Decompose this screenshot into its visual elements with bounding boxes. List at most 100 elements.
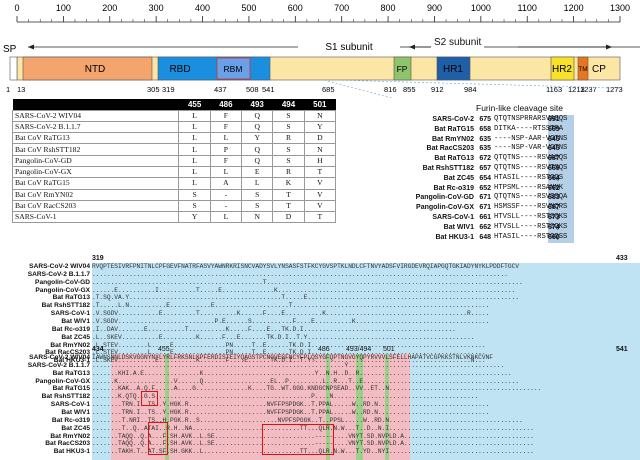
aln-sequence: IAWNSNNLDSKVGGNYNYLYRLFRKSNLKPFERDISTEIY… bbox=[92, 354, 494, 361]
hr2-domain bbox=[550, 56, 575, 81]
s1-arrowhead-left bbox=[28, 44, 34, 50]
alignment-top-bg bbox=[92, 263, 640, 363]
strain-name: SARS-CoV-1 bbox=[11, 211, 180, 224]
table-row: Bat CoV RshSTT182 L P Q S N bbox=[11, 143, 337, 156]
furin-start: 661 bbox=[479, 214, 491, 221]
residue-cell: - bbox=[209, 199, 243, 213]
furin-zoom-left bbox=[323, 79, 393, 98]
furin-seq: QTQTNS----RSVASQS bbox=[494, 154, 568, 163]
furin-end: 645 bbox=[548, 145, 560, 153]
scale-tick-label: 1100 bbox=[518, 3, 537, 13]
residue-cell: F bbox=[209, 109, 243, 122]
rbm-label: RBM bbox=[224, 64, 243, 74]
aln-sequence: .......KHI.A.E...............K..........… bbox=[92, 369, 512, 377]
residue-cell: S bbox=[272, 154, 305, 167]
hr1-domain bbox=[436, 56, 471, 81]
aln-sequence: .......TAQQ..Q.A...F.SH.AVK..L.SE.......… bbox=[92, 440, 534, 448]
residue-cell: Q bbox=[241, 154, 274, 167]
furin-strain: Bat RmYN02 bbox=[431, 135, 474, 143]
mark-486: 486 bbox=[318, 346, 330, 353]
residue-cell: T bbox=[272, 188, 305, 201]
furin-end: 645 bbox=[548, 135, 560, 143]
aln-strain-name: SARS-CoV-2 WIV04 bbox=[29, 354, 90, 361]
domain-position-label: 1273 bbox=[606, 85, 623, 94]
residue-cell: S bbox=[241, 199, 274, 213]
aln-top-start: 319 bbox=[92, 255, 104, 262]
furin-row: Bat RaTG13 672 QTQTNS----RSVASQS 687 bbox=[410, 154, 640, 164]
domain-position-label: 437 bbox=[214, 85, 227, 94]
aln-sequence: ........T..Q..ATAI..R.H..NA.............… bbox=[92, 424, 534, 432]
residue-col-header: 455 bbox=[178, 99, 211, 110]
site-493-494-marker bbox=[356, 354, 363, 460]
furin-seq: ----NSP-VAR-VGTNS bbox=[494, 144, 568, 153]
residue-cell: K bbox=[272, 177, 305, 190]
residue-cell: F bbox=[209, 154, 243, 167]
residue-cell: Q bbox=[241, 143, 274, 156]
aln-bottom-start: 434 bbox=[92, 346, 104, 353]
table-row: Bat CoV RaTG15 L A L K V bbox=[11, 177, 337, 190]
aln-strain-name: SARS-CoV-2 B.1.1.7 bbox=[27, 270, 90, 278]
aln-strain-name: Bat Rc-o319 bbox=[51, 325, 90, 333]
domain-position-label: 319 bbox=[162, 85, 175, 94]
scale-axis: 0 100 200 300 400 500 600 700 800 900 1000 1100 1200… bbox=[14, 3, 630, 23]
aln-sequence: ......K...............V......Q..........… bbox=[92, 377, 520, 385]
aln-sequence: .......TAKH.T..AT.SF.SH.GKK..L..........… bbox=[92, 448, 534, 456]
residue-cell: L bbox=[209, 132, 243, 145]
tm-label: TM bbox=[578, 66, 587, 73]
furin-row: Bat RshSTT182 657 QTQTNS----RSVTSQS 669 bbox=[410, 164, 640, 174]
furin-strain: SARS-CoV-2 bbox=[432, 116, 474, 123]
furin-seq: HTASIL----RSTGQSS bbox=[494, 232, 568, 241]
scale-tick-label: 400 bbox=[195, 3, 210, 13]
aln-bottom-end: 541 bbox=[616, 346, 628, 353]
residue-cell: P bbox=[209, 143, 243, 156]
scale-tick-label: 600 bbox=[288, 3, 303, 13]
residue-cell: H bbox=[303, 154, 337, 167]
domain-position-label: 305 bbox=[147, 85, 160, 94]
hr2-label: HR2 bbox=[552, 64, 572, 75]
furin-strain: Bat WIV1 bbox=[443, 223, 474, 231]
aln-strain-name: Bat RshSTT182 bbox=[41, 302, 90, 310]
residue-cell: - bbox=[209, 188, 243, 201]
tm-domain bbox=[577, 56, 589, 81]
aln-strain-name: Bat Rc-o319 bbox=[51, 416, 90, 424]
aln-strain-name: SARS-CoV-1 bbox=[50, 401, 90, 409]
scale-tick-label: 0 bbox=[14, 3, 19, 13]
domain-position-label: 541 bbox=[262, 85, 275, 94]
aln-strain-name: SARS-CoV-2 WIV04 bbox=[29, 263, 90, 270]
aln-sequence: .L.STEV........L.....E..............PN..… bbox=[92, 341, 486, 349]
aln-strain-name: Bat RaTG15 bbox=[52, 385, 90, 393]
scale-tick-label: 1300 bbox=[610, 3, 630, 13]
furin-seq: HSMSSF----RSVNQRS bbox=[494, 203, 568, 212]
residue-cell: Y bbox=[303, 120, 337, 134]
strain-name: Bat CoV RaTG13 bbox=[11, 132, 180, 145]
aln-top-end: 433 bbox=[616, 255, 628, 262]
table-row: SARS-CoV-2 B.1.1.7 L F Q S Y bbox=[11, 120, 337, 134]
scale-tick-label: 900 bbox=[427, 3, 442, 13]
furin-start: 671 bbox=[479, 204, 491, 212]
ntd-label: NTD bbox=[85, 64, 106, 75]
aln-strain-name: Bat RaTG13 bbox=[52, 294, 90, 302]
aln-strain-name: Pangolin-CoV-GX bbox=[35, 286, 90, 294]
scale-tick-label: 1200 bbox=[564, 3, 584, 13]
furin-strain: Bat Rc-o319 bbox=[433, 184, 474, 192]
domain-position-label: 1213 bbox=[568, 85, 585, 94]
residue-table: 455 486 493 494 501 SARS-CoV-2 WIV04 L F Q S N SAR… bbox=[11, 99, 337, 224]
deletion-box-rmyn02 bbox=[148, 422, 168, 455]
site-501-marker bbox=[385, 354, 389, 460]
mark-501: 501 bbox=[383, 346, 395, 353]
table-row: Bat CoV RaTG13 L L Y R D bbox=[11, 132, 337, 145]
furin-seq: DITKA----RTSSTPA bbox=[494, 124, 564, 133]
mark-455: 455 bbox=[158, 346, 170, 353]
domain-position-label: 1163 bbox=[546, 85, 562, 94]
furin-start: 648 bbox=[479, 233, 491, 241]
residue-cell: Y bbox=[178, 211, 211, 224]
furin-start: 657 bbox=[479, 165, 491, 172]
residue-col-header bbox=[12, 99, 179, 110]
aln-sequence: .......TAQQ..Q.A...F.SH.AVK..L.SE.......… bbox=[92, 432, 534, 440]
residue-cell: V bbox=[303, 199, 337, 213]
aln-sequence: ........TRN.I..TS..Y.HGK.R..............… bbox=[92, 408, 490, 416]
furin-end: 687 bbox=[548, 204, 560, 212]
hr1-label: HR1 bbox=[443, 64, 463, 75]
residue-cell: F bbox=[209, 120, 243, 134]
furin-strain: Pangolin-CoV-GX bbox=[416, 204, 474, 212]
